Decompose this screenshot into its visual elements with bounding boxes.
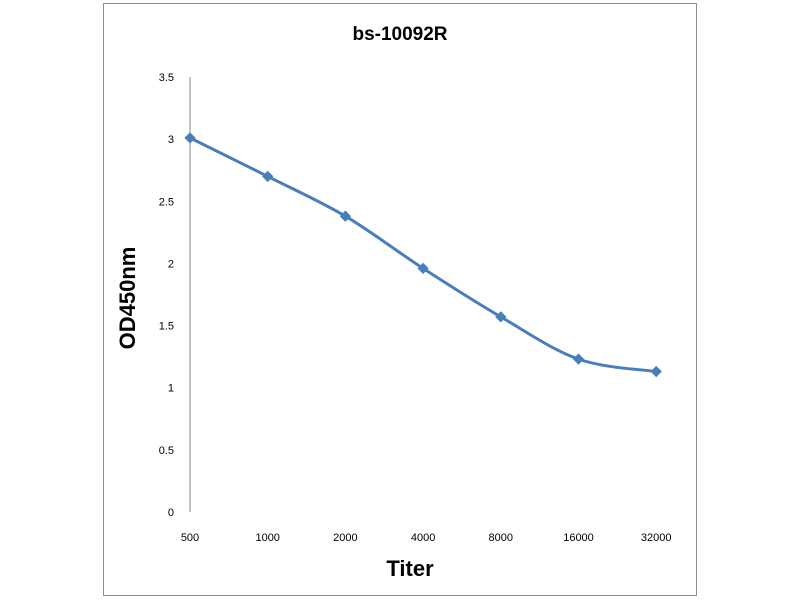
- x-tick-label: 4000: [411, 532, 435, 544]
- data-point-marker: [417, 262, 429, 275]
- y-tick-label: 0.5: [159, 445, 174, 457]
- y-tick-label: 2.5: [159, 196, 174, 208]
- x-tick-label: 32000: [641, 532, 672, 544]
- data-point-marker: [495, 311, 507, 323]
- data-point-marker: [339, 210, 352, 222]
- y-tick-label: 3: [168, 134, 174, 146]
- data-point-marker: [572, 353, 585, 365]
- x-tick-label: 2000: [333, 532, 357, 544]
- x-tick-label: 1000: [255, 532, 279, 544]
- y-tick-label: 0: [168, 507, 174, 519]
- y-tick-label: 1: [168, 383, 174, 395]
- y-axis-label: OD450nm: [115, 247, 140, 350]
- data-point-marker: [262, 170, 274, 183]
- y-tick-label: 2: [168, 258, 174, 270]
- data-point-marker: [650, 365, 662, 378]
- y-tick-label: 1.5: [159, 321, 174, 333]
- x-axis-label: Titer: [386, 556, 434, 581]
- chart-title: bs-10092R: [352, 24, 447, 45]
- series-line: [189, 136, 657, 374]
- x-tick-label: 8000: [489, 532, 513, 544]
- data-point-marker: [184, 132, 196, 144]
- y-tick-label: 3.5: [159, 72, 174, 84]
- x-tick-label: 500: [181, 532, 199, 544]
- chart-frame: [103, 3, 697, 596]
- x-tick-label: 16000: [563, 532, 594, 544]
